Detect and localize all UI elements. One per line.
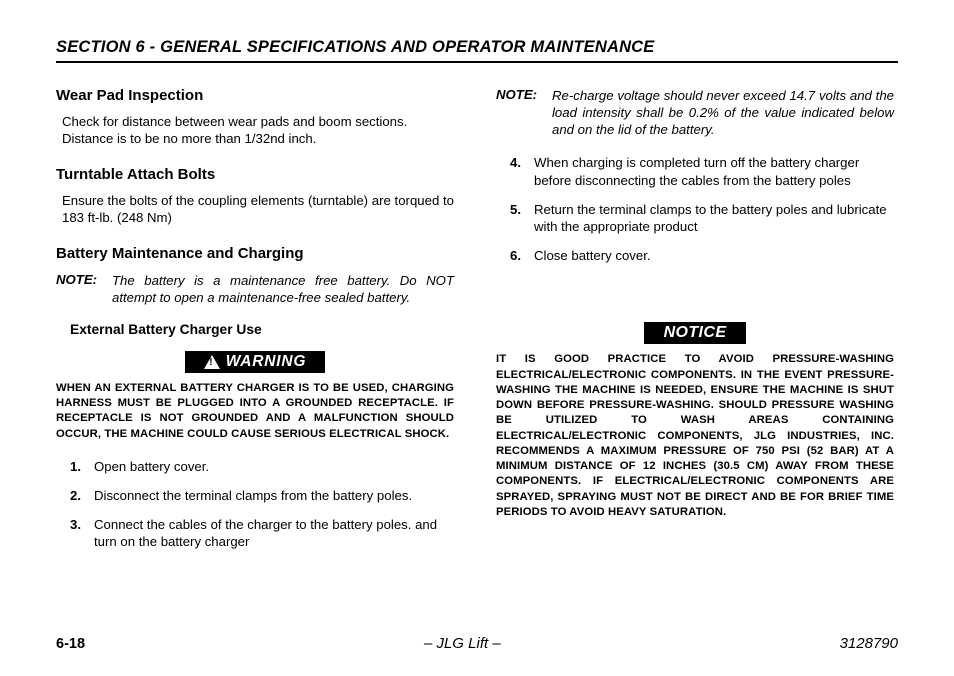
list-text: Close battery cover. (534, 247, 894, 264)
list-num: 3. (70, 516, 94, 550)
list-item: 1. Open battery cover. (70, 458, 454, 475)
notice-badge: NOTICE (644, 322, 746, 344)
heading-battery: Battery Maintenance and Charging (56, 245, 454, 262)
list-item: 6. Close battery cover. (510, 247, 894, 264)
left-steps: 1. Open battery cover. 2. Disconnect the… (56, 458, 454, 551)
notice-text: IT IS GOOD PRACTICE TO AVOID PRESSURE-WA… (496, 352, 894, 520)
note-recharge: NOTE: Re-charge voltage should never exc… (496, 87, 894, 138)
footer: 6-18 – JLG Lift – 3128790 (56, 635, 898, 652)
para-turntable: Ensure the bolts of the coupling element… (62, 193, 454, 227)
note-label: NOTE: (496, 87, 552, 138)
content-columns: Wear Pad Inspection Check for distance b… (56, 87, 898, 563)
list-num: 5. (510, 201, 534, 235)
warning-badge: WARNING (185, 351, 325, 373)
footer-docno: 3128790 (840, 635, 898, 652)
footer-title: – JLG Lift – (424, 635, 501, 652)
list-item: 5. Return the terminal clamps to the bat… (510, 201, 894, 235)
list-num: 4. (510, 154, 534, 188)
notice-badge-label: NOTICE (664, 324, 727, 342)
list-text: Disconnect the terminal clamps from the … (94, 487, 454, 504)
right-steps: 4. When charging is completed turn off t… (496, 154, 894, 264)
list-text: When charging is completed turn off the … (534, 154, 894, 188)
list-text: Return the terminal clamps to the batter… (534, 201, 894, 235)
list-item: 4. When charging is completed turn off t… (510, 154, 894, 188)
list-text: Open battery cover. (94, 458, 454, 475)
warning-triangle-icon (204, 355, 220, 369)
list-num: 1. (70, 458, 94, 475)
right-column: NOTE: Re-charge voltage should never exc… (496, 87, 894, 563)
list-item: 2. Disconnect the terminal clamps from t… (70, 487, 454, 504)
list-item: 3. Connect the cables of the charger to … (70, 516, 454, 550)
list-num: 6. (510, 247, 534, 264)
para-wear-pad: Check for distance between wear pads and… (62, 114, 454, 148)
list-num: 2. (70, 487, 94, 504)
section-title: SECTION 6 - GENERAL SPECIFICATIONS AND O… (56, 38, 898, 63)
note-battery: NOTE: The battery is a maintenance free … (56, 272, 454, 306)
note-text: The battery is a maintenance free batter… (112, 272, 454, 306)
note-text: Re-charge voltage should never exceed 14… (552, 87, 894, 138)
list-text: Connect the cables of the charger to the… (94, 516, 454, 550)
warning-badge-label: WARNING (226, 353, 307, 371)
warning-text: WHEN AN EXTERNAL BATTERY CHARGER IS TO B… (56, 381, 454, 442)
note-label: NOTE: (56, 272, 112, 306)
subhead-charger: External Battery Charger Use (70, 322, 454, 337)
heading-turntable: Turntable Attach Bolts (56, 166, 454, 183)
left-column: Wear Pad Inspection Check for distance b… (56, 87, 454, 563)
footer-page: 6-18 (56, 636, 85, 652)
heading-wear-pad: Wear Pad Inspection (56, 87, 454, 104)
